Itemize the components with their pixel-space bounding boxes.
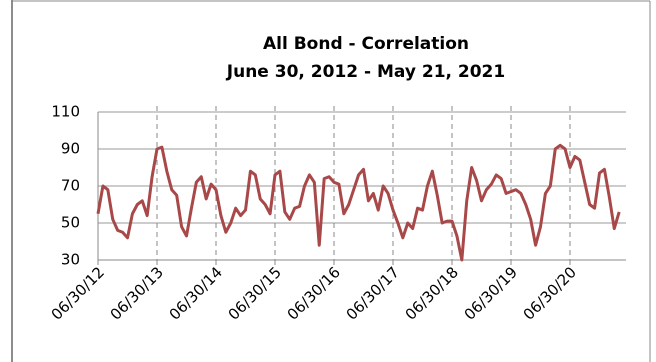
chart-subtitle: June 30, 2012 - May 21, 2021 <box>226 62 505 82</box>
series-line <box>96 143 621 262</box>
x-tick-label: 06/30/20 <box>520 263 580 323</box>
x-tick-label: 06/30/18 <box>402 263 462 323</box>
y-tick-label: 50 <box>61 214 80 232</box>
x-tick-label: 06/30/17 <box>343 263 403 323</box>
x-tick-label: 06/30/16 <box>284 263 344 323</box>
x-tick-label: 06/30/13 <box>107 263 167 323</box>
x-tick-label: 06/30/19 <box>461 263 521 323</box>
y-tick-label: 70 <box>61 177 80 195</box>
chart-title: All Bond - Correlation <box>263 34 469 54</box>
y-tick-label: 30 <box>61 251 80 269</box>
y-tick-label: 110 <box>51 103 80 121</box>
x-tick-label: 06/30/15 <box>225 263 285 323</box>
x-tick-label: 06/30/12 <box>48 263 108 323</box>
x-tick-label: 06/30/14 <box>166 263 226 323</box>
y-tick-label: 90 <box>61 140 80 158</box>
